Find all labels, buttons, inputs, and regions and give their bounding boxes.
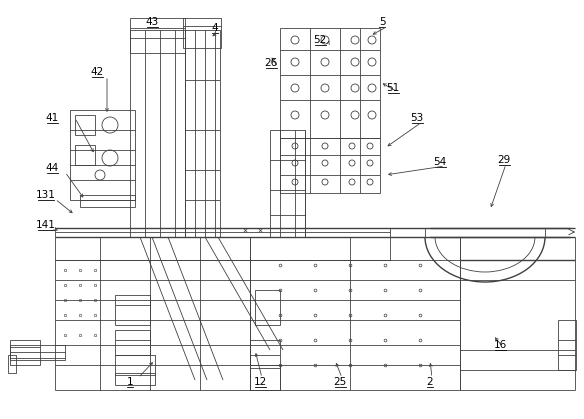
Bar xyxy=(115,330,150,355)
Text: 44: 44 xyxy=(46,163,58,173)
Text: 4: 4 xyxy=(211,23,218,33)
Text: 1: 1 xyxy=(127,377,133,387)
Text: 54: 54 xyxy=(433,157,447,167)
Bar xyxy=(10,345,65,360)
Bar xyxy=(80,195,135,207)
Bar xyxy=(115,295,150,325)
Bar xyxy=(75,145,95,165)
Text: 43: 43 xyxy=(145,17,159,27)
Text: 25: 25 xyxy=(333,377,347,387)
Bar xyxy=(130,18,185,53)
Text: 41: 41 xyxy=(46,113,58,123)
Bar xyxy=(250,340,280,390)
Bar xyxy=(10,340,40,365)
Text: 26: 26 xyxy=(265,58,277,68)
Bar xyxy=(270,130,305,237)
Text: 29: 29 xyxy=(498,155,510,165)
Bar xyxy=(75,115,95,135)
Text: 51: 51 xyxy=(387,83,399,93)
Bar xyxy=(8,355,16,373)
Text: 52: 52 xyxy=(314,35,326,45)
Bar xyxy=(70,110,135,200)
Bar xyxy=(558,320,576,370)
Bar xyxy=(255,290,280,325)
Text: 53: 53 xyxy=(411,113,423,123)
Text: 131: 131 xyxy=(36,190,56,200)
Text: 5: 5 xyxy=(378,17,385,27)
Bar xyxy=(115,355,155,375)
Bar xyxy=(115,373,155,385)
Bar xyxy=(183,18,221,48)
Text: 2: 2 xyxy=(427,377,433,387)
Text: 42: 42 xyxy=(91,67,103,77)
Bar xyxy=(250,365,280,390)
Bar xyxy=(185,30,220,237)
Text: 16: 16 xyxy=(493,340,507,350)
Text: 12: 12 xyxy=(253,377,267,387)
Bar xyxy=(280,28,380,138)
Bar xyxy=(280,138,380,193)
Text: 141: 141 xyxy=(36,220,56,230)
Bar xyxy=(130,30,185,237)
